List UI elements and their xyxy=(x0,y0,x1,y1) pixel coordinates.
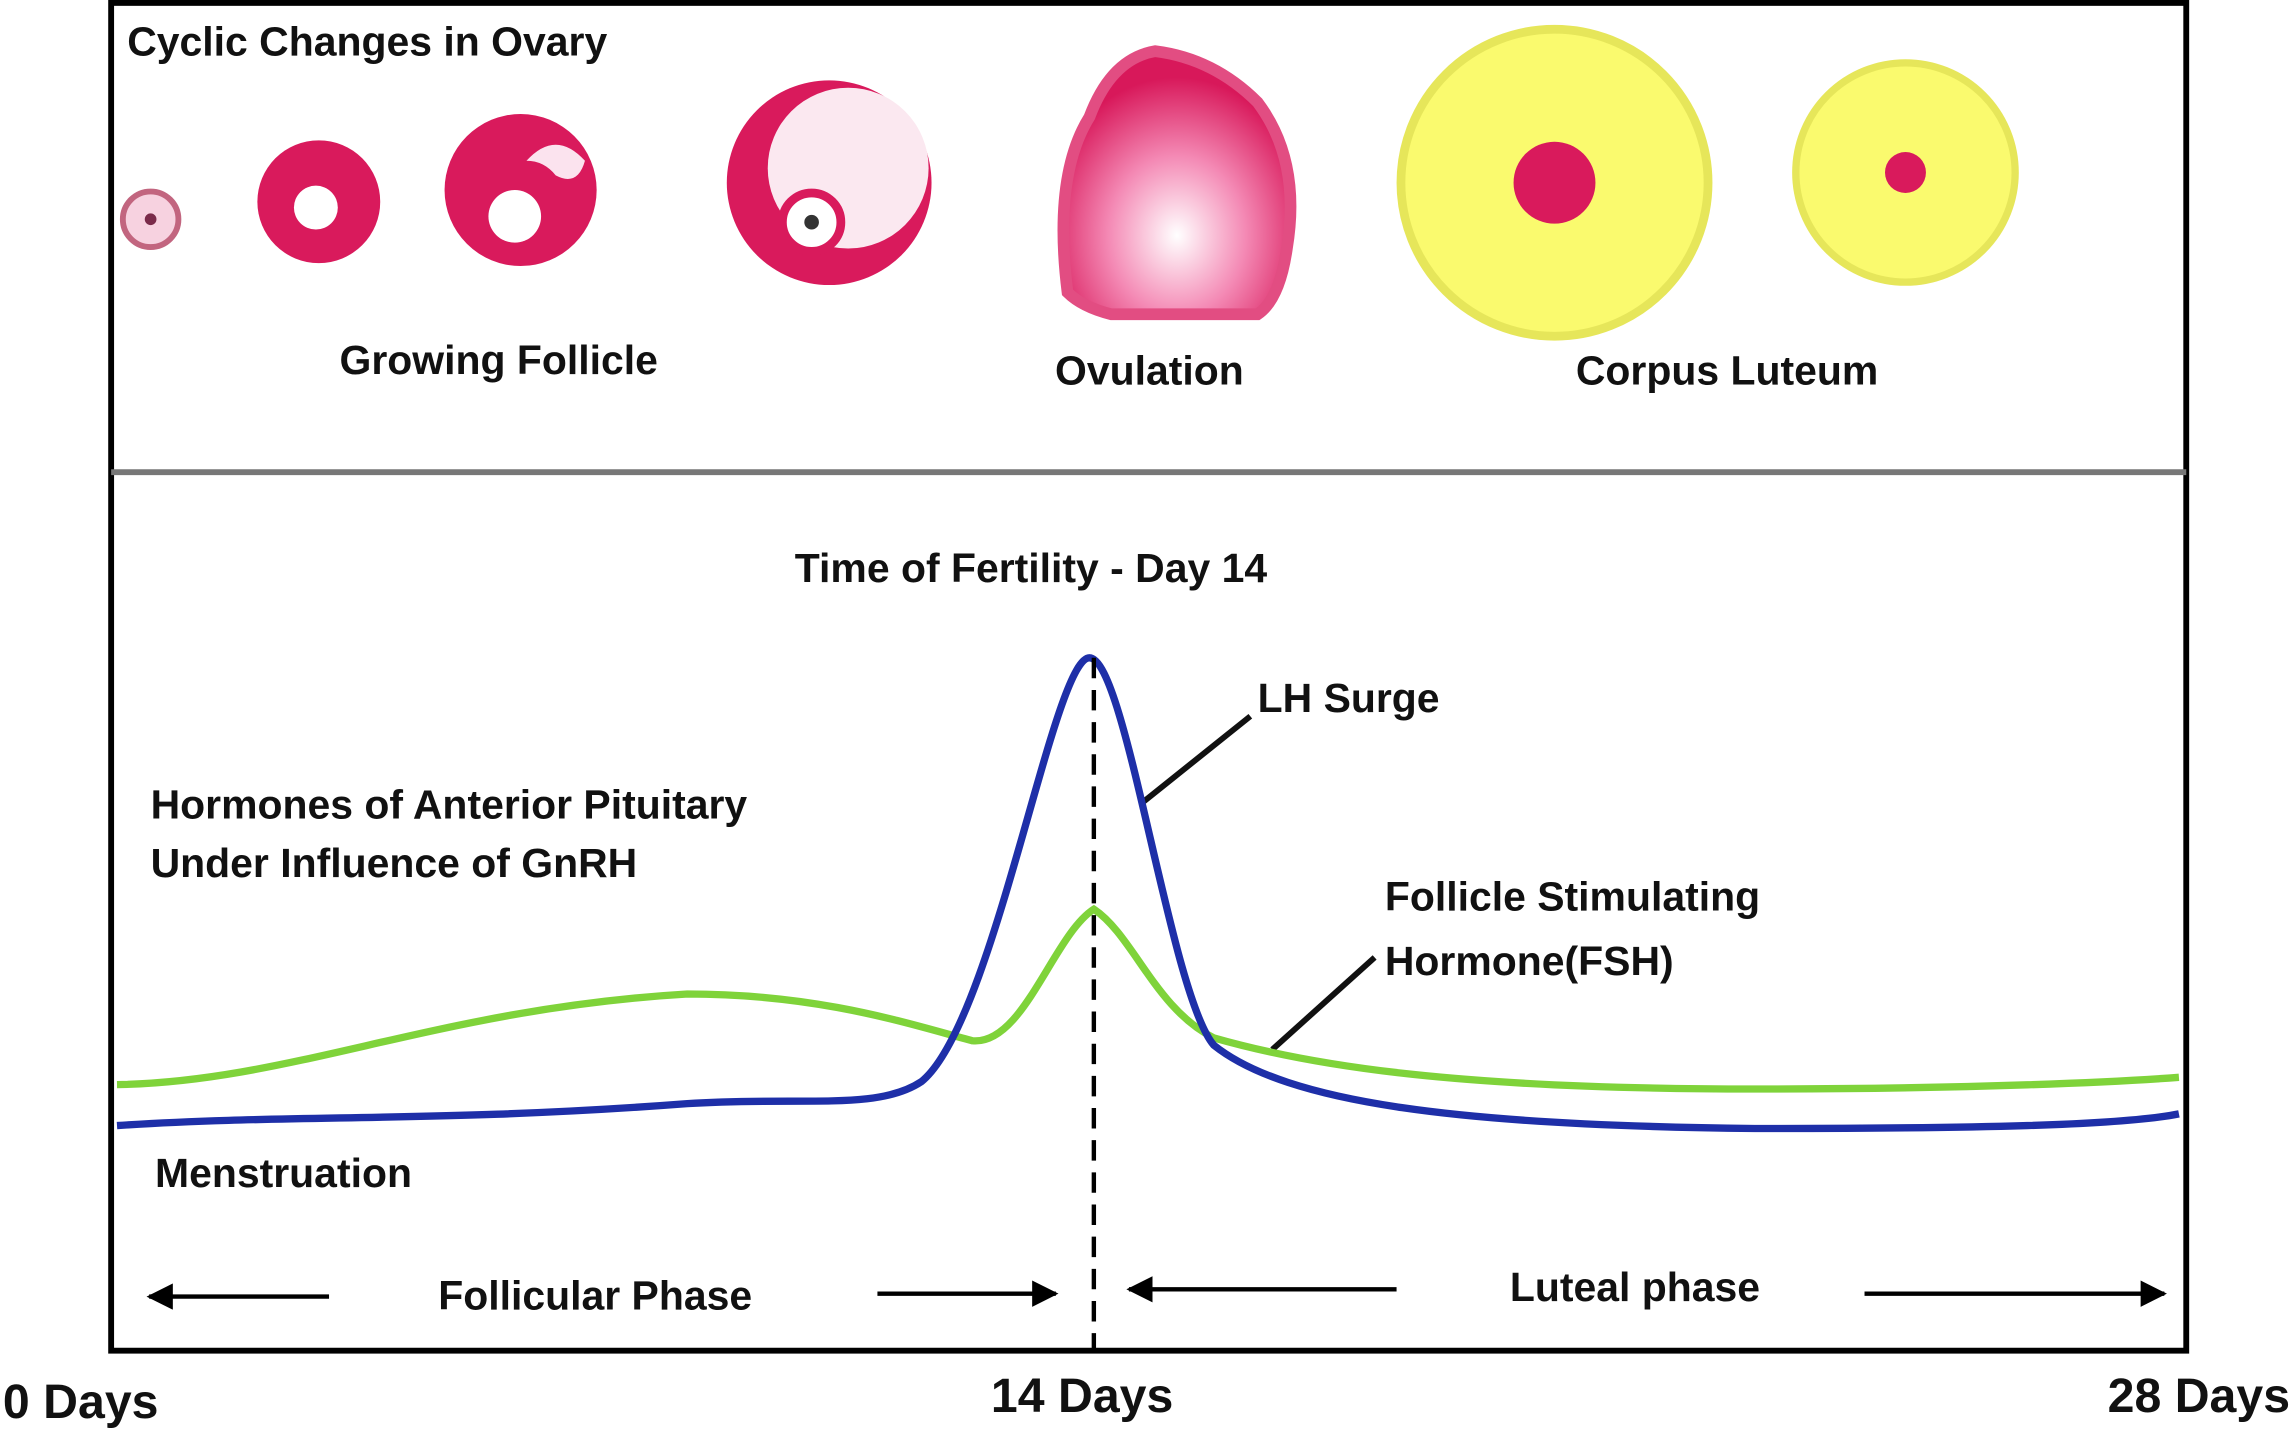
axis-label: 14 Days xyxy=(991,1369,1173,1423)
lh-label: LH Surge xyxy=(1258,675,1440,721)
lh-curve xyxy=(116,654,2180,1133)
lh-leader xyxy=(1138,713,1253,807)
oocyte xyxy=(144,213,157,226)
axis-label: 0 Days xyxy=(3,1375,159,1429)
fsh-label: Hormone(FSH) xyxy=(1385,938,1674,984)
top-title: Cyclic Changes in Ovary xyxy=(127,19,607,65)
fertility-title: Time of Fertility - Day 14 xyxy=(795,545,1268,591)
caption-line: Hormones of Anterior Pituitary xyxy=(151,782,748,828)
stage-label: Ovulation xyxy=(1055,347,1244,393)
follicle xyxy=(444,114,597,267)
caption-line: Under Influence of GnRH xyxy=(151,840,638,886)
axis-label: 28 Days xyxy=(2108,1369,2290,1423)
fsh-leader xyxy=(1270,955,1377,1052)
menstruation-label: Menstruation xyxy=(155,1150,412,1196)
antrum xyxy=(526,144,585,180)
oocyte xyxy=(488,190,542,243)
phase-label: Follicular Phase xyxy=(438,1273,752,1319)
phase-label: Luteal phase xyxy=(1510,1264,1760,1310)
fsh-curve xyxy=(116,904,2180,1093)
stage-label: Corpus Luteum xyxy=(1576,347,1878,393)
corpus-center xyxy=(1513,141,1596,224)
fsh-label: Follicle Stimulating xyxy=(1385,874,1760,920)
follicle-illustrations xyxy=(119,24,2019,341)
corpus-center xyxy=(1884,152,1926,193)
ovulation-follicle xyxy=(1057,45,1297,321)
frame xyxy=(108,0,2190,1354)
nucleus xyxy=(804,214,819,230)
stage-label: Growing Follicle xyxy=(339,337,657,383)
oocyte xyxy=(293,185,338,230)
